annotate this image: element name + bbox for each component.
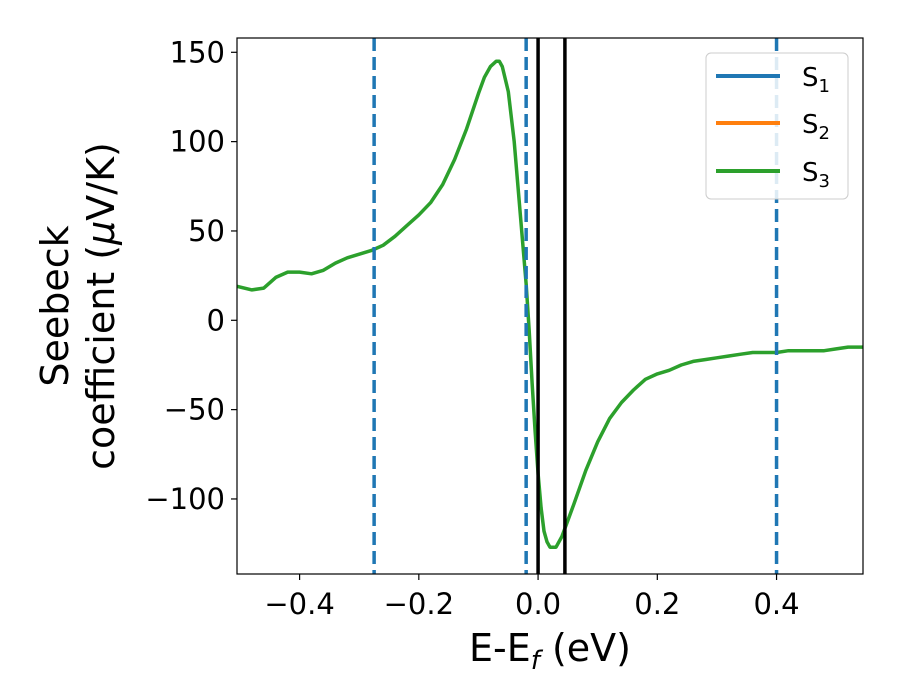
y-axis-label-line2-main: coefficient ( xyxy=(79,245,123,470)
legend-label-s3: S3 xyxy=(802,158,830,192)
y-axis-ticks: 150 100 50 0 −50 −100 xyxy=(145,35,237,516)
plot-frame xyxy=(236,37,864,575)
y-tick-label: −50 xyxy=(164,393,225,427)
y-axis-label-line2: coefficient (μV/K) xyxy=(79,142,123,470)
x-tick-label: −0.4 xyxy=(264,587,334,621)
legend-label-s2: S2 xyxy=(802,110,830,144)
y-tick-label: 100 xyxy=(170,125,225,159)
y-tick-label: 50 xyxy=(188,214,225,248)
y-axis-label-mu: μ xyxy=(79,221,123,246)
legend-box xyxy=(705,52,849,200)
reference-lines xyxy=(372,38,779,574)
y-axis-label: Seebeck coefficient (μV/K) xyxy=(33,142,123,470)
y-tick-label: 0 xyxy=(207,303,225,337)
y-axis-label-line1: Seebeck xyxy=(33,225,77,386)
legend: S1 S2 S3 xyxy=(705,52,849,200)
y-tick-label: 150 xyxy=(170,35,225,69)
x-tick-label: 0.4 xyxy=(753,587,799,621)
x-tick-label: −0.2 xyxy=(384,587,454,621)
x-axis-label-main: E-E xyxy=(469,626,531,670)
x-axis-label: E-Ef (eV) xyxy=(469,626,631,676)
y-tick-label: −100 xyxy=(145,482,225,516)
x-axis-label-suffix: (eV) xyxy=(540,626,631,670)
x-tick-label: 0.2 xyxy=(634,587,680,621)
y-axis-label-line2-suffix: V/K) xyxy=(79,142,123,221)
x-tick-label: 0.0 xyxy=(515,587,561,621)
x-axis-ticks: −0.4 −0.2 0.0 0.2 0.4 xyxy=(264,574,800,621)
legend-label-s1: S1 xyxy=(802,63,830,97)
